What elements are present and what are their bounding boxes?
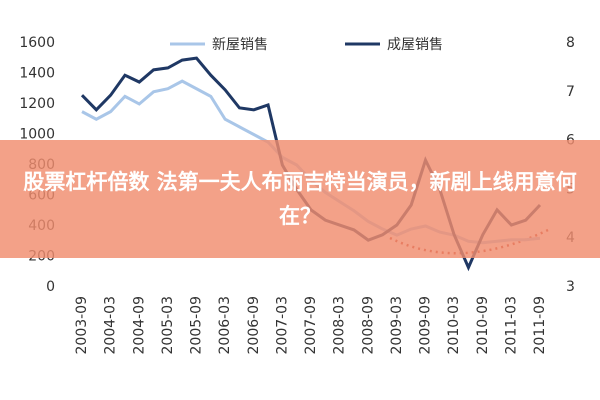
x-tick-label: 2009-03: [389, 296, 405, 355]
y2-tick-label: 3: [566, 279, 575, 295]
x-tick-label: 2010-03: [446, 296, 462, 355]
x-tick-label: 2009-09: [418, 296, 434, 355]
x-tick-label: 2008-09: [360, 296, 376, 355]
x-tick-label: 2006-03: [217, 296, 233, 355]
y-tick-label: 1400: [19, 66, 55, 82]
x-tick-label: 2008-03: [332, 296, 348, 355]
y2-tick-label: 7: [566, 84, 575, 100]
headline: 股票杠杆倍数 法第一夫人布丽吉特当演员，新剧上线用意何在？: [23, 170, 577, 228]
y2-tick-label: 8: [566, 35, 575, 51]
x-tick-label: 2005-03: [160, 296, 176, 355]
y-tick-label: 1200: [19, 96, 55, 112]
legend-label: 新屋销售: [212, 37, 268, 53]
x-tick-label: 2007-03: [274, 296, 290, 355]
y-tick-label: 1000: [19, 127, 55, 143]
x-tick-label: 2007-09: [303, 296, 319, 355]
legend-label: 成屋销售: [387, 37, 443, 53]
x-tick-label: 2011-03: [503, 296, 519, 355]
y-tick-label: 1600: [19, 35, 55, 51]
y-tick-label: 0: [46, 279, 55, 295]
x-tick-label: 2004-09: [131, 296, 147, 355]
x-tick-label: 2004-03: [103, 296, 119, 355]
headline-banner: 股票杠杆倍数 法第一夫人布丽吉特当演员，新剧上线用意何在？: [0, 140, 600, 258]
x-tick-label: 2005-09: [189, 296, 205, 355]
x-tick-label: 2010-09: [475, 296, 491, 355]
x-tick-label: 2003-09: [74, 296, 90, 355]
x-tick-label: 2011-09: [532, 296, 548, 355]
x-tick-label: 2006-09: [246, 296, 262, 355]
